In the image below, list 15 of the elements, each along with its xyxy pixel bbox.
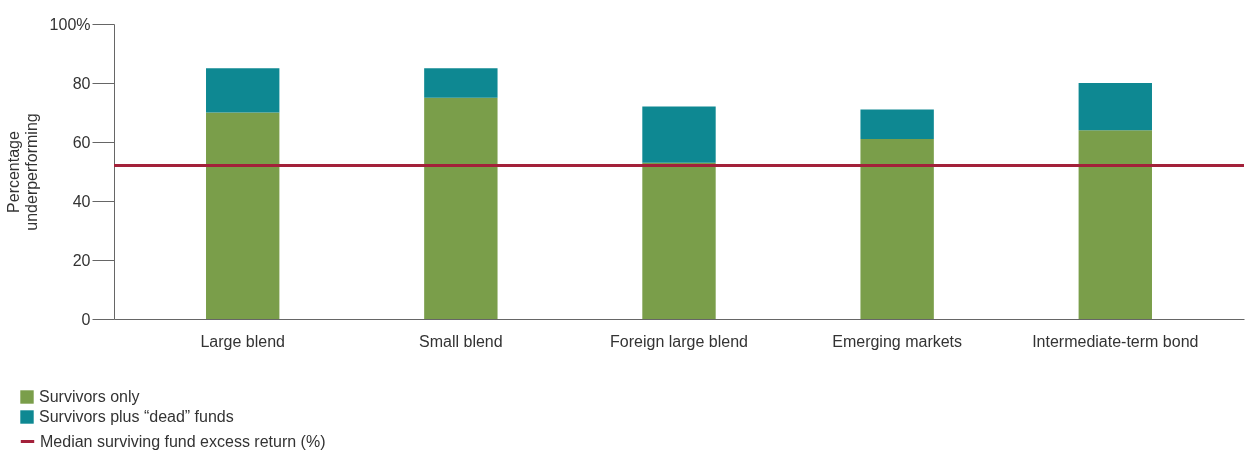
x-tick-label: Intermediate-term bond (1032, 332, 1199, 350)
y-tick-label: 40 (72, 192, 91, 210)
legend-label: Median surviving fund excess return (%) (40, 432, 326, 450)
y-axis-title: Percentage underperforming (4, 113, 40, 231)
y-tick-label: 60 (72, 133, 91, 151)
y-tick-label: 80 (72, 74, 91, 92)
y-tick-label: 20 (72, 251, 91, 269)
x-tick-label: Emerging markets (832, 332, 963, 350)
x-tick-label: Foreign large blend (610, 332, 748, 350)
legend-label: Survivors plus “dead” funds (39, 408, 234, 425)
x-tick-label: Small blend (419, 332, 503, 350)
legend-label: Survivors only (39, 388, 140, 405)
y-tick-label: 100% (49, 15, 91, 33)
y-tick-label: 0 (81, 310, 91, 328)
x-tick-label: Large blend (200, 332, 285, 350)
